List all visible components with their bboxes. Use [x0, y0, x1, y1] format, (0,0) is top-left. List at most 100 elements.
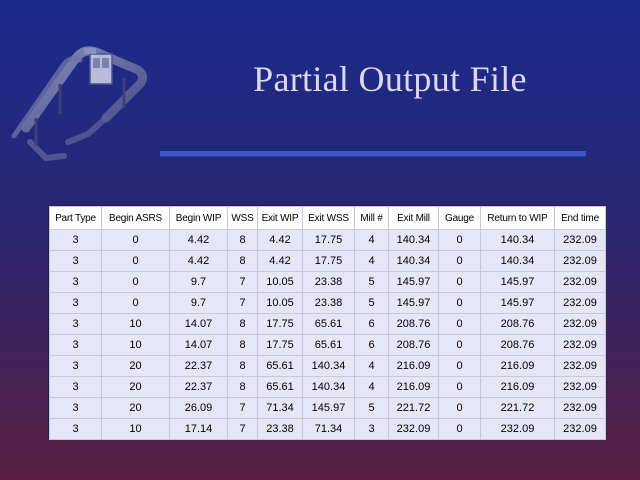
- table-cell: 3: [49, 313, 102, 335]
- table-cell: 232.09: [554, 418, 606, 440]
- table-cell: 140.34: [480, 229, 555, 251]
- table-cell: 20: [101, 397, 170, 419]
- table-cell: 140.34: [302, 376, 355, 398]
- column-header: Exit WIP: [257, 206, 303, 230]
- table-cell: 23.38: [302, 271, 355, 293]
- table-cell: 22.37: [169, 355, 228, 377]
- table-cell: 23.38: [302, 292, 355, 314]
- table-cell: 3: [49, 334, 102, 356]
- table-cell: 0: [101, 250, 170, 272]
- table-cell: 3: [354, 418, 389, 440]
- table-cell: 4: [354, 376, 389, 398]
- table-cell: 140.34: [480, 250, 555, 272]
- table-cell: 9.7: [169, 271, 228, 293]
- table-cell: 3: [49, 418, 102, 440]
- table-cell: 22.37: [169, 376, 228, 398]
- table-cell: 8: [227, 376, 258, 398]
- table-cell: 10: [101, 334, 170, 356]
- table-cell: 0: [438, 334, 481, 356]
- table-cell: 216.09: [388, 355, 439, 377]
- table-cell: 232.09: [554, 229, 606, 251]
- table-cell: 7: [227, 292, 258, 314]
- column-header: Part Type: [49, 206, 102, 230]
- output-table: Part Type Begin ASRS Begin WIP WSS Exit WIP E…: [49, 206, 606, 440]
- table-cell: 4.42: [169, 229, 228, 251]
- table-cell: 23.38: [257, 418, 303, 440]
- table-row: 3 20 22.37 8 65.61 140.34 4 216.09 0 216.09 232.09: [49, 376, 606, 398]
- table-cell: 232.09: [554, 397, 606, 419]
- table-row: 3 0 9.7 7 10.05 23.38 5 145.97 0 145.97 232.09: [49, 292, 606, 314]
- table-cell: 6: [354, 334, 389, 356]
- table-cell: 5: [354, 292, 389, 314]
- table-cell: 8: [227, 313, 258, 335]
- table-cell: 65.61: [257, 376, 303, 398]
- table-cell: 232.09: [554, 376, 606, 398]
- table-cell: 145.97: [480, 292, 555, 314]
- table-body: 3 0 4.42 8 4.42 17.75 4 140.34 0 140.34 232.09 3 0 4.…: [49, 229, 606, 440]
- table-cell: 140.34: [388, 250, 439, 272]
- table-row: 3 0 4.42 8 4.42 17.75 4 140.34 0 140.34 232.09: [49, 250, 606, 272]
- table-cell: 8: [227, 355, 258, 377]
- table-cell: 9.7: [169, 292, 228, 314]
- table-cell: 6: [354, 313, 389, 335]
- table-cell: 17.14: [169, 418, 228, 440]
- table-cell: 232.09: [480, 418, 555, 440]
- table-cell: 5: [354, 397, 389, 419]
- table-cell: 232.09: [554, 313, 606, 335]
- table-cell: 7: [227, 418, 258, 440]
- table-cell: 4: [354, 355, 389, 377]
- table-cell: 14.07: [169, 334, 228, 356]
- table-cell: 221.72: [388, 397, 439, 419]
- table-cell: 0: [438, 376, 481, 398]
- table-cell: 65.61: [302, 313, 355, 335]
- table-row: 3 20 26.09 7 71.34 145.97 5 221.72 0 221.72 232.09: [49, 397, 606, 419]
- table-cell: 232.09: [554, 334, 606, 356]
- table-cell: 232.09: [554, 250, 606, 272]
- table-cell: 7: [227, 271, 258, 293]
- table-cell: 0: [438, 292, 481, 314]
- column-header: Begin WIP: [169, 206, 228, 230]
- table-cell: 232.09: [388, 418, 439, 440]
- table-cell: 140.34: [302, 355, 355, 377]
- table-cell: 14.07: [169, 313, 228, 335]
- table-cell: 3: [49, 229, 102, 251]
- table-header-row: Part Type Begin ASRS Begin WIP WSS Exit WIP E…: [49, 206, 606, 230]
- table-cell: 3: [49, 397, 102, 419]
- table-cell: 5: [354, 271, 389, 293]
- table-cell: 145.97: [302, 397, 355, 419]
- table-cell: 208.76: [480, 334, 555, 356]
- table-row: 3 10 17.14 7 23.38 71.34 3 232.09 0 232.09 232.09: [49, 418, 606, 440]
- table-cell: 216.09: [388, 376, 439, 398]
- table-cell: 145.97: [388, 271, 439, 293]
- output-table-container: Part Type Begin ASRS Begin WIP WSS Exit WIP E…: [48, 205, 606, 440]
- column-header: Gauge: [438, 206, 481, 230]
- table-cell: 0: [438, 418, 481, 440]
- column-header: Mill #: [354, 206, 389, 230]
- table-cell: 3: [49, 355, 102, 377]
- table-row: 3 10 14.07 8 17.75 65.61 6 208.76 0 208.76 232.09: [49, 313, 606, 335]
- table-cell: 208.76: [388, 334, 439, 356]
- table-row: 3 0 4.42 8 4.42 17.75 4 140.34 0 140.34 232.09: [49, 229, 606, 251]
- title-underline: [160, 151, 586, 156]
- table-cell: 4: [354, 229, 389, 251]
- table-cell: 20: [101, 376, 170, 398]
- table-cell: 0: [101, 292, 170, 314]
- table-cell: 4: [354, 250, 389, 272]
- table-cell: 221.72: [480, 397, 555, 419]
- table-cell: 20: [101, 355, 170, 377]
- conveyor-machine-icon: [6, 18, 156, 168]
- column-header: WSS: [227, 206, 258, 230]
- table-cell: 0: [101, 271, 170, 293]
- table-cell: 145.97: [388, 292, 439, 314]
- table-cell: 145.97: [480, 271, 555, 293]
- table-cell: 216.09: [480, 376, 555, 398]
- table-cell: 65.61: [302, 334, 355, 356]
- table-cell: 140.34: [388, 229, 439, 251]
- table-cell: 232.09: [554, 355, 606, 377]
- column-header: Begin ASRS: [101, 206, 170, 230]
- table-cell: 65.61: [257, 355, 303, 377]
- table-cell: 3: [49, 376, 102, 398]
- table-cell: 71.34: [302, 418, 355, 440]
- table-cell: 71.34: [257, 397, 303, 419]
- table-row: 3 10 14.07 8 17.75 65.61 6 208.76 0 208.76 232.09: [49, 334, 606, 356]
